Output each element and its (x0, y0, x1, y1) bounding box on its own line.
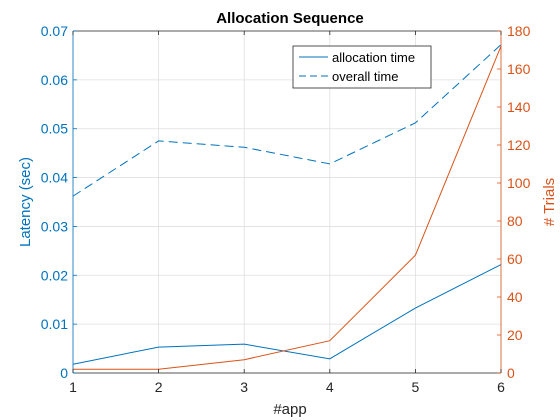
y-right-tick-label: 80 (507, 213, 523, 229)
y-right-tick-label: 140 (507, 99, 531, 115)
y-left-tick-label: 0 (60, 365, 68, 381)
x-tick-label: 4 (326, 379, 334, 395)
x-tick-label: 1 (69, 379, 77, 395)
x-tick-label: 3 (240, 379, 248, 395)
y-left-tick-label: 0.04 (41, 170, 68, 186)
legend-label-overall-time: overall time (332, 69, 398, 84)
y-left-tick-label: 0.03 (41, 218, 68, 234)
y-axis-label-left: Latency (sec) (17, 157, 34, 247)
y-right-tick-label: 0 (507, 365, 515, 381)
y-axis-label-right: # Trials (541, 178, 558, 226)
y-right-tick-label: 120 (507, 137, 531, 153)
legend-label-allocation-time: allocation time (332, 50, 415, 65)
y-right-tick-label: 60 (507, 251, 523, 267)
y-left-tick-label: 0.02 (41, 267, 68, 283)
series-line-allocation-time (72, 264, 502, 365)
y-left-tick-label: 0.06 (41, 72, 68, 88)
y-right-tick-label: 40 (507, 289, 523, 305)
y-left-tick-label: 0.01 (41, 316, 68, 332)
y-right-tick-label: 20 (507, 327, 523, 343)
y-right-tick-label: 180 (507, 23, 531, 39)
y-right-tick-label: 100 (507, 175, 531, 191)
series-line-trials (73, 46, 502, 370)
series-line-overall-time (72, 44, 502, 197)
y-left-tick-label: 0.05 (41, 121, 68, 137)
x-axis-label: #app (273, 401, 306, 418)
legend: allocation time overall time (292, 45, 432, 89)
y-left-tick-label: 0.07 (41, 23, 68, 39)
x-tick-label: 2 (155, 379, 163, 395)
chart-title: Allocation Sequence (216, 10, 364, 27)
x-tick-label: 6 (497, 379, 505, 395)
y-right-tick-label: 160 (507, 61, 531, 77)
x-tick-label: 5 (412, 379, 420, 395)
legend-box (292, 45, 432, 89)
